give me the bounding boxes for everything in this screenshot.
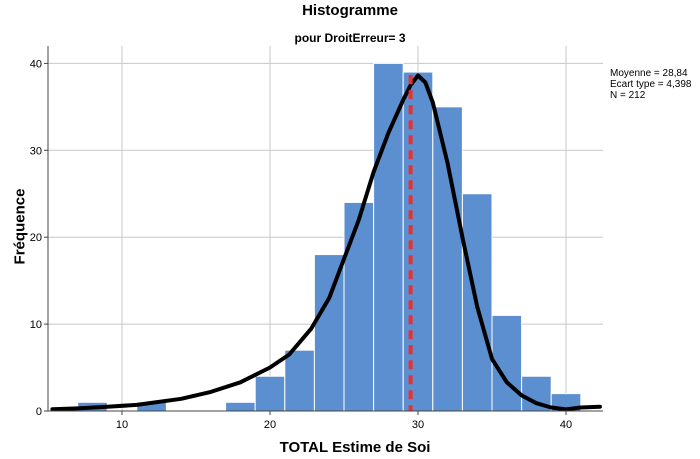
histogram-bar <box>284 349 315 412</box>
y-tick-label: 30 <box>30 145 42 157</box>
y-tick-label: 20 <box>30 232 42 244</box>
stats-mean: Moyenne = 28,84 <box>610 68 688 79</box>
histogram-bars <box>77 62 582 412</box>
x-axis-label: TOTAL Estime de Soi <box>279 439 431 456</box>
x-tick-label: 30 <box>412 419 424 431</box>
x-tick-label: 40 <box>560 419 572 431</box>
chart-title: Histogramme <box>302 2 398 19</box>
y-tick-label: 10 <box>30 319 42 331</box>
histogram-bar <box>343 201 375 412</box>
histogram-bar <box>313 254 345 412</box>
y-axis-label: Fréquence <box>11 188 29 265</box>
stats-box: Moyenne = 28,84 Ecart type = 4,398 N = 2… <box>610 68 691 101</box>
histogram-bar <box>373 62 404 412</box>
axes <box>47 46 603 412</box>
y-tick-label: 40 <box>30 58 42 70</box>
x-tick-label: 10 <box>116 419 128 431</box>
stats-std: Ecart type = 4,398 <box>610 79 692 90</box>
chart-subtitle: pour DroitErreur= 3 <box>294 31 406 45</box>
tick-labels: 10 20 30 40 0 10 20 30 40 <box>30 58 572 431</box>
histogram-bar <box>225 401 256 412</box>
normal-curve-group <box>50 73 602 412</box>
histogram-bar <box>254 375 286 412</box>
histogram-bar <box>432 106 463 412</box>
histogram-bar <box>402 71 434 412</box>
x-tick-label: 20 <box>264 419 276 431</box>
y-tick-label: 0 <box>36 406 42 418</box>
stats-n: N = 212 <box>610 90 646 101</box>
normal-curve <box>50 73 602 412</box>
